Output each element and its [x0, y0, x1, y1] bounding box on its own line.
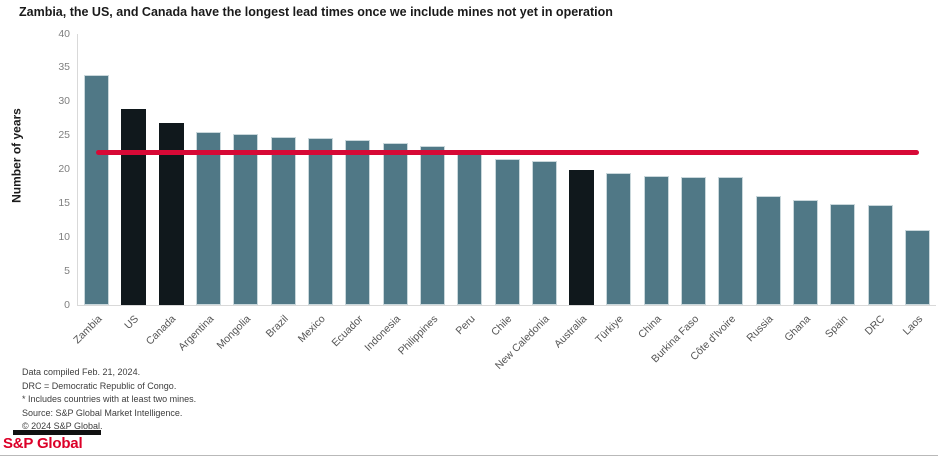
reference-line: [96, 150, 919, 155]
x-label-mongolia: Mongolia: [214, 313, 254, 352]
bar-brazil: [270, 136, 296, 305]
x-label-mexico: Mexico: [295, 313, 328, 346]
bar-spain: [830, 204, 856, 305]
y-tick-15: 15: [58, 196, 70, 209]
bar-laos: [904, 229, 930, 305]
y-tick-40: 40: [58, 27, 70, 40]
chart-title: Zambia, the US, and Canada have the long…: [19, 5, 613, 19]
bar-new-caledonia: [531, 160, 557, 305]
bar-chile: [494, 159, 520, 305]
footnote-copyright: © 2024 S&P Global.: [22, 421, 103, 431]
bar-russia: [755, 195, 781, 305]
x-label-spain: Spain: [822, 313, 851, 341]
x-label-ghana: Ghana: [782, 313, 813, 344]
footnotes: Data compiled Feb. 21, 2024. DRC = Democ…: [22, 366, 196, 434]
footnote-data-compiled: Data compiled Feb. 21, 2024.: [22, 367, 141, 377]
y-tick-0: 0: [64, 298, 70, 311]
y-axis-ticks: 40 35 30 25 20 15 10 5 0: [0, 28, 70, 311]
bar-ghana: [792, 200, 818, 305]
bar-us: [121, 108, 147, 305]
bar-burkina-faso: [681, 176, 707, 305]
x-label-brazil: Brazil: [263, 313, 291, 341]
plot-area: [77, 34, 936, 306]
x-label-peru: Peru: [453, 313, 478, 338]
footnote-drc: DRC = Democratic Republic of Congo.: [22, 380, 177, 391]
x-label-t-rkiye: Türkiye: [593, 313, 627, 346]
footnote-asterisk: * Includes countries with at least two m…: [22, 394, 197, 404]
sp-global-logo-bar: [13, 430, 101, 435]
bar-peru: [457, 153, 483, 305]
bar-argentina: [196, 131, 222, 305]
bar-mongolia: [233, 133, 259, 305]
y-tick-5: 5: [64, 264, 70, 277]
bar-philippines: [419, 145, 445, 305]
y-tick-25: 25: [58, 129, 70, 142]
bar-c-te-d-ivoire: [718, 176, 744, 305]
y-tick-20: 20: [58, 163, 70, 175]
x-label-canada: Canada: [144, 313, 179, 348]
x-label-australia: Australia: [551, 313, 590, 351]
footnote-source: Source: S&P Global Market Intelligence.: [22, 407, 183, 418]
x-axis-labels: Zambia US Canada Argentina Mongolia Brazil Mex…: [71, 309, 935, 372]
x-label-china: China: [635, 313, 664, 341]
x-label-argentina: Argentina: [175, 313, 217, 354]
y-tick-10: 10: [58, 230, 70, 243]
bar-australia: [569, 169, 595, 305]
y-tick-35: 35: [58, 61, 70, 74]
bar-indonesia: [382, 143, 408, 305]
x-label-us: US: [122, 313, 142, 332]
bar-ecuador: [345, 140, 371, 305]
x-label-ecuador: Ecuador: [329, 313, 366, 350]
x-label-chile: Chile: [489, 313, 515, 339]
bar-t-rkiye: [606, 172, 632, 305]
bar-mexico: [307, 138, 333, 305]
x-label-drc: DRC: [862, 313, 888, 338]
bar-zambia: [84, 74, 110, 305]
sp-global-logo: S&P Global: [3, 435, 83, 452]
y-tick-30: 30: [58, 95, 70, 108]
x-label-laos: Laos: [900, 313, 925, 338]
bar-china: [643, 176, 669, 305]
x-label-zambia: Zambia: [70, 313, 105, 347]
bar-drc: [867, 205, 893, 305]
x-label-russia: Russia: [744, 313, 776, 345]
